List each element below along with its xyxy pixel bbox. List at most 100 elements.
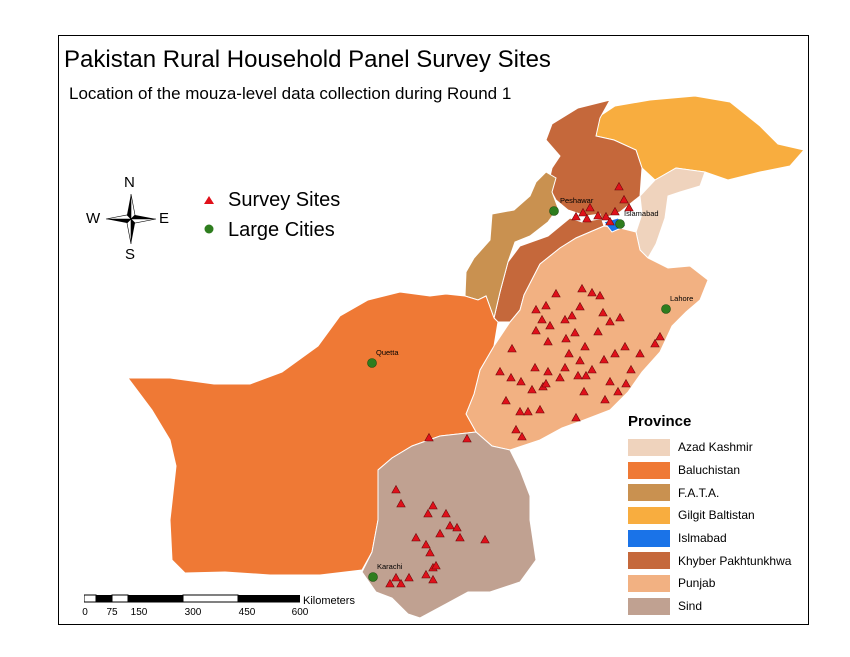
province-legend-title: Province	[628, 413, 692, 430]
survey-site-marker	[535, 404, 545, 414]
survey-site-marker	[391, 572, 401, 582]
legend-item-gilgit-baltistan: Gilgit Baltistan	[628, 504, 791, 527]
legend-item-f-a-t-a: F.A.T.A.	[628, 481, 791, 504]
legend-swatch	[628, 574, 670, 592]
legend-swatch	[628, 484, 670, 502]
province-legend: Province Azad Kashmir Baluchistan F.A.T.A.…	[628, 413, 791, 618]
legend-swatch	[628, 529, 670, 547]
survey-site-marker	[573, 370, 583, 380]
survey-site-marker	[428, 574, 438, 584]
survey-site-marker	[396, 498, 406, 508]
survey-site-marker	[650, 338, 660, 348]
city-label: Peshawar	[560, 196, 594, 205]
survey-site-marker	[571, 412, 581, 422]
survey-site-marker	[545, 320, 555, 330]
survey-site-marker	[561, 333, 571, 343]
survey-site-marker	[506, 372, 516, 382]
map-frame	[58, 35, 809, 625]
survey-site-marker	[582, 213, 592, 223]
survey-site-marker	[530, 362, 540, 372]
survey-site-marker	[560, 362, 570, 372]
survey-site-marker	[587, 287, 597, 297]
city-marker	[367, 358, 377, 368]
survey-site-marker	[620, 341, 630, 351]
survey-site-marker	[428, 500, 438, 510]
legend-swatch	[628, 438, 670, 456]
scale-unit-label: Kilometers	[303, 595, 355, 607]
city-label: Islamabad	[624, 209, 659, 218]
green-dot-icon	[204, 224, 214, 233]
map-title: Pakistan Rural Household Panel Survey Si…	[64, 46, 551, 73]
scale-bar: Kilometers 0 75 150 300 450 600	[82, 593, 355, 618]
legend-item-azad-kashmir: Azad Kashmir	[628, 436, 791, 459]
survey-site-marker	[626, 364, 636, 374]
survey-site-marker	[541, 300, 551, 310]
survey-sites-label: Survey Sites	[228, 188, 341, 211]
survey-site-marker	[435, 528, 445, 538]
legend-label: Baluchistan	[678, 463, 741, 478]
survey-site-marker	[619, 194, 629, 204]
survey-site-marker	[507, 343, 517, 353]
survey-site-marker	[613, 386, 623, 396]
survey-site-marker	[600, 394, 610, 404]
survey-site-marker	[516, 376, 526, 386]
compass-east-label: E	[159, 210, 170, 227]
city-marker	[549, 206, 559, 216]
survey-site-marker	[598, 307, 608, 317]
scale-tick: 150	[130, 607, 148, 618]
survey-site-marker	[567, 310, 577, 320]
survey-site-marker	[501, 395, 511, 405]
region-azad-kashmir	[635, 167, 706, 259]
survey-site-marker	[593, 210, 603, 220]
survey-site-marker	[452, 522, 462, 532]
legend-label: Gilgit Baltistan	[678, 508, 755, 523]
survey-site-marker	[421, 539, 431, 549]
survey-site-marker	[601, 211, 611, 221]
city-label: Lahore	[670, 294, 693, 303]
city-marker	[368, 572, 378, 582]
legend-label: Islmabad	[678, 531, 727, 546]
survey-site-marker	[531, 325, 541, 335]
survey-site-marker	[564, 348, 574, 358]
red-triangle-icon	[204, 195, 214, 204]
scale-tick: 300	[184, 607, 202, 618]
survey-site-marker	[551, 288, 561, 298]
survey-site-marker	[581, 370, 591, 380]
survey-site-marker	[580, 341, 590, 351]
survey-site-marker	[431, 560, 441, 570]
survey-site-marker	[615, 312, 625, 322]
legend-label: F.A.T.A.	[678, 485, 720, 500]
survey-site-marker	[621, 378, 631, 388]
survey-site-marker	[605, 216, 615, 226]
survey-site-marker	[424, 432, 434, 442]
survey-site-marker	[579, 386, 589, 396]
survey-site-marker	[541, 378, 551, 388]
symbol-legend: Survey Sites Large Cities	[202, 185, 340, 245]
legend-swatch	[628, 597, 670, 615]
survey-site-marker	[421, 569, 431, 579]
legend-label: Sind	[678, 599, 703, 614]
survey-site-marker	[585, 202, 595, 212]
survey-site-marker	[537, 314, 547, 324]
survey-site-marker	[624, 202, 634, 212]
large-cities-label: Large Cities	[228, 218, 335, 241]
compass-west-label: W	[86, 210, 101, 227]
legend-swatch	[628, 552, 670, 570]
survey-site-marker	[610, 348, 620, 358]
survey-site-marker	[480, 534, 490, 544]
survey-site-marker	[610, 206, 620, 216]
scale-tick: 600	[291, 607, 309, 618]
survey-site-marker	[655, 331, 665, 341]
survey-site-marker	[595, 290, 605, 300]
survey-site-marker	[605, 316, 615, 326]
survey-site-marker	[411, 532, 421, 542]
survey-site-marker	[441, 508, 451, 518]
city-marker	[661, 304, 671, 314]
legend-label: Khyber Pakhtunkhwa	[678, 553, 792, 568]
survey-site-marker	[635, 348, 645, 358]
survey-site-marker	[523, 406, 533, 416]
survey-site-marker	[404, 572, 414, 582]
survey-site-marker	[425, 547, 435, 557]
legend-item-khyber-pakhtunkhwa: Khyber Pakhtunkhwa	[628, 549, 791, 572]
survey-site-marker	[515, 406, 525, 416]
